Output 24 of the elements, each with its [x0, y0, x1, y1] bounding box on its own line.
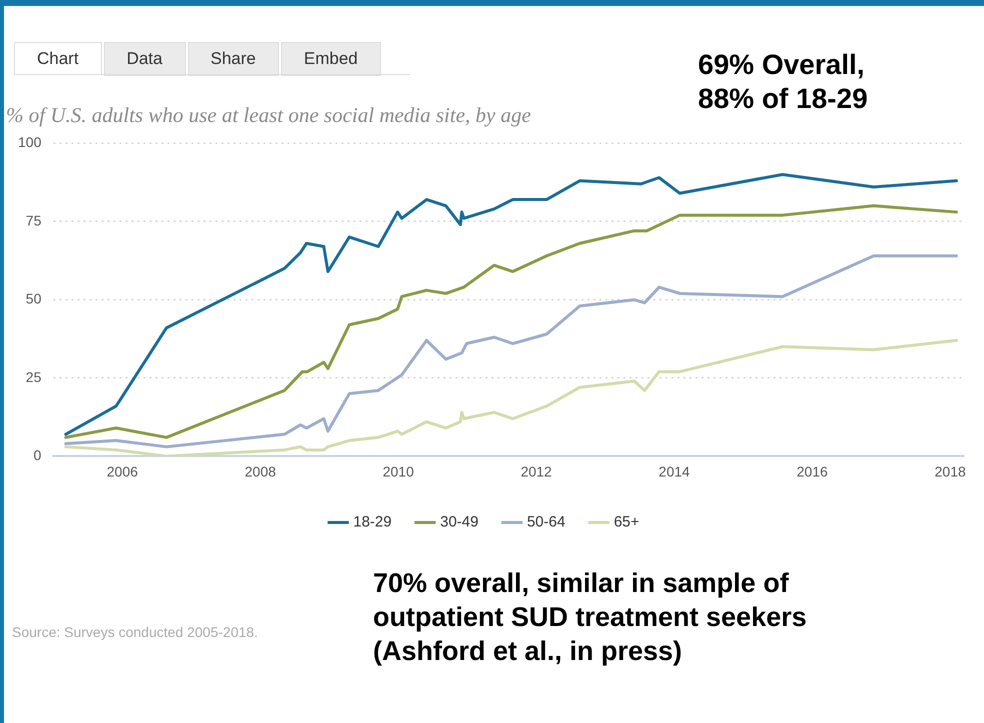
y-tick-label: 25	[26, 368, 42, 385]
legend-label: 50-64	[526, 514, 566, 531]
x-tick-label: 2014	[658, 463, 690, 480]
x-tick-label: 2010	[382, 463, 414, 480]
x-tick-label: 2016	[796, 463, 828, 480]
text: 69% Overall, 88% of 18-29	[698, 48, 868, 116]
text: Chart	[14, 42, 102, 76]
chart-title: % of U.S. adults who use at least one social media site, by age	[6, 103, 531, 128]
x-tick-label: 2006	[106, 463, 138, 480]
y-tick-label: 100	[18, 134, 42, 150]
x-tick-label: 2018	[934, 463, 966, 480]
legend-label: 65+	[614, 514, 640, 531]
text: Embed	[280, 42, 381, 76]
x-tick-label: 2012	[520, 463, 552, 480]
legend-label: 18-29	[353, 514, 392, 531]
text: Share	[188, 42, 279, 76]
y-tick-label: 50	[26, 290, 42, 307]
text: Data	[104, 42, 186, 76]
source-note: Source: Surveys conducted 2005-2018.	[12, 624, 258, 640]
legend-label: 30-49	[440, 514, 478, 531]
y-tick-label: 0	[34, 447, 42, 464]
x-tick-label: 2008	[244, 463, 276, 480]
text: 70% overall, similar in sample of outpatient SUD treatment seekers (Ashford et al., in press)	[373, 567, 807, 668]
y-tick-label: 75	[26, 212, 42, 228]
